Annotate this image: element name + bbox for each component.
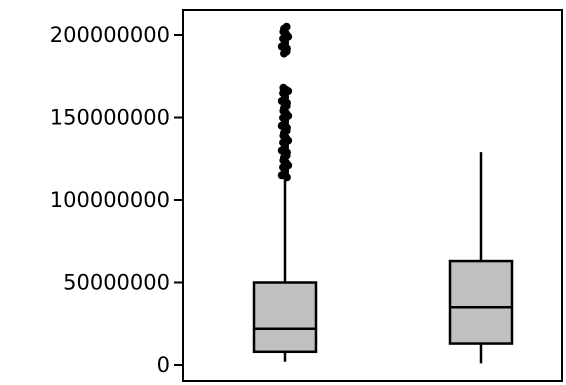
interquartile-box [448,259,514,345]
y-axis-ticks: 0 50000000 100000000 150000000 200000000 [50,23,183,377]
boxes [252,22,514,364]
axes [182,9,563,382]
y-tick-label: 100000000 [50,188,170,212]
box-1 [252,22,318,362]
y-tick-label: 150000000 [50,106,170,130]
outlier-point [281,85,290,94]
plot-frame [182,9,563,382]
outlier-point [280,24,289,33]
y-tick-label: 0 [157,353,170,377]
interquartile-box [252,281,318,354]
y-tick-label: 50000000 [63,271,170,295]
y-tick-label: 200000000 [50,23,170,47]
box-2 [448,152,514,364]
